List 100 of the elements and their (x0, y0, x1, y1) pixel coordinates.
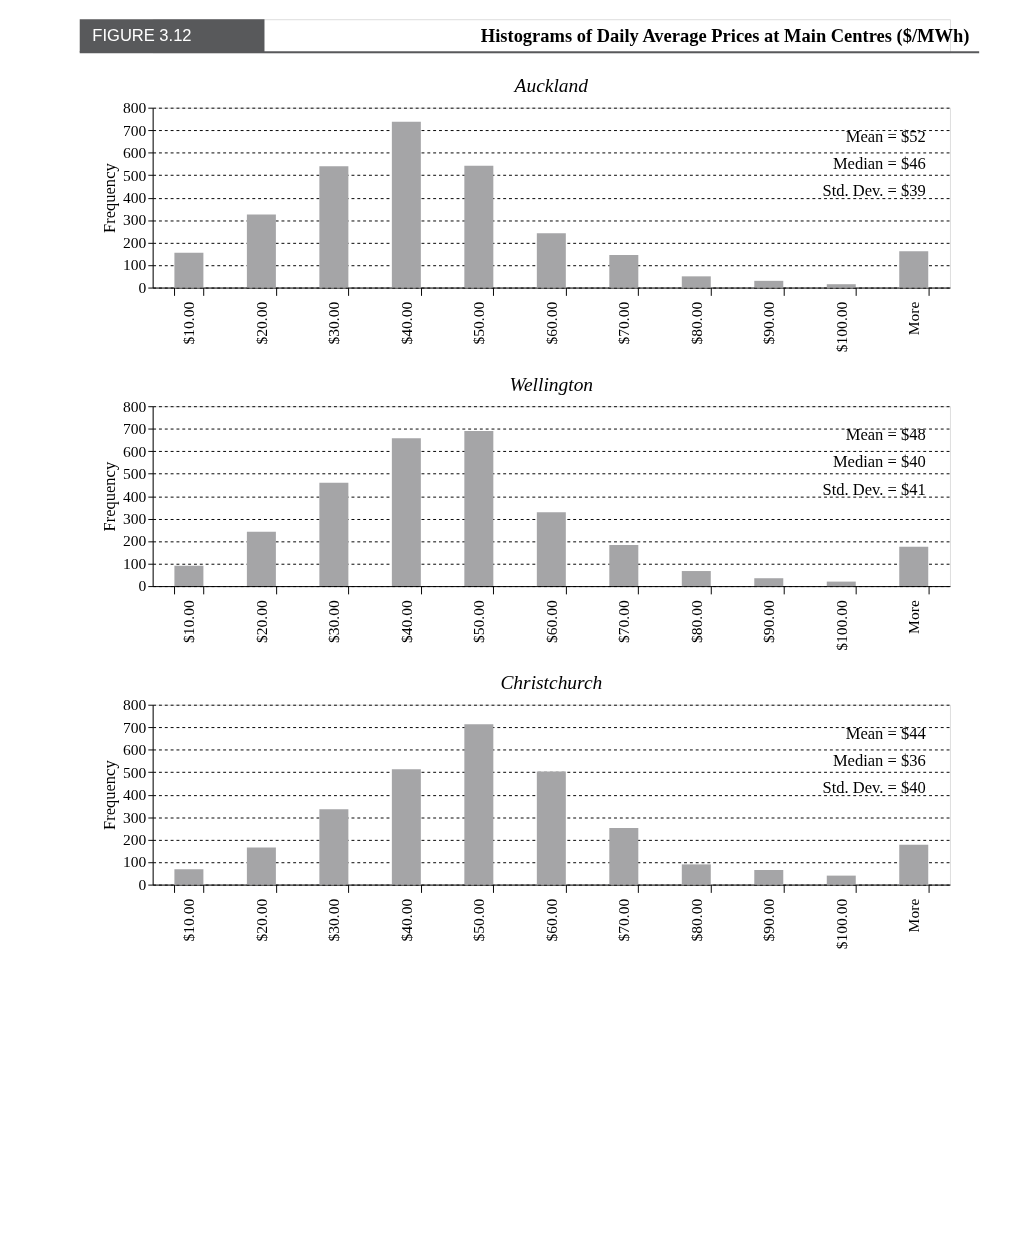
bar (754, 578, 784, 587)
x-tick-label: $30.00 (325, 301, 343, 345)
x-tick-label: $90.00 (760, 599, 778, 643)
y-tick-label: 800 (123, 99, 147, 117)
y-tick-label: 600 (123, 144, 147, 162)
bar (319, 809, 349, 885)
bar (899, 546, 929, 587)
x-tick-label: $90.00 (760, 301, 778, 345)
annotation: Mean = $48 (845, 425, 926, 445)
y-tick-label: 100 (123, 554, 147, 572)
y-tick-label: 700 (123, 718, 147, 736)
x-tick-label: $60.00 (542, 301, 560, 345)
annotation: Median = $40 (832, 452, 926, 472)
bar (681, 864, 711, 885)
annotation: Mean = $44 (845, 723, 926, 743)
chart-title: Christchurch (500, 672, 603, 694)
x-tick-label: More (905, 600, 923, 634)
x-tick-label: $70.00 (615, 301, 633, 345)
bar (536, 771, 566, 885)
bar (319, 482, 349, 587)
bar (609, 544, 639, 587)
x-tick-label: $10.00 (180, 301, 198, 345)
y-tick-label: 300 (123, 509, 147, 527)
y-tick-label: 400 (123, 786, 147, 804)
x-tick-label: $50.00 (470, 301, 488, 345)
bar (754, 280, 784, 288)
bar (681, 571, 711, 587)
bar (754, 869, 784, 885)
y-tick-label: 700 (123, 420, 147, 438)
annotation: Mean = $52 (845, 126, 926, 146)
bar (464, 430, 494, 587)
y-tick-label: 500 (123, 166, 147, 184)
y-tick-label: 200 (123, 830, 147, 848)
y-tick-label: 400 (123, 188, 147, 206)
bar (609, 254, 639, 288)
x-tick-label: $40.00 (397, 898, 415, 942)
x-tick-label: $60.00 (542, 599, 560, 643)
annotation: Std. Dev. = $41 (822, 479, 926, 499)
x-tick-label: $80.00 (687, 599, 705, 643)
bar (609, 827, 639, 885)
y-tick-label: 0 (138, 278, 147, 296)
x-tick-label: More (905, 301, 923, 336)
x-tick-label: $70.00 (615, 898, 633, 942)
y-tick-label: 800 (123, 397, 147, 415)
x-tick-label: $100.00 (832, 898, 850, 950)
annotation: Std. Dev. = $40 (822, 778, 926, 798)
x-tick-label: $90.00 (760, 898, 778, 942)
y-tick-label: 600 (123, 741, 147, 759)
text: Histograms of Daily Average Prices at Main Centres ($/MWh) (480, 25, 970, 47)
x-tick-label: $30.00 (325, 599, 343, 643)
x-tick-label: $20.00 (252, 301, 270, 345)
x-tick-label: $40.00 (397, 599, 415, 643)
y-axis-title: Frequency (100, 461, 120, 532)
x-tick-label: $20.00 (252, 599, 270, 643)
annotation: Std. Dev. = $39 (822, 181, 926, 201)
y-tick-label: 800 (123, 696, 147, 714)
bar (246, 214, 276, 288)
x-tick-label: $30.00 (325, 898, 343, 942)
bar (826, 284, 856, 288)
x-tick-label: $70.00 (615, 599, 633, 643)
x-tick-label: $10.00 (180, 599, 198, 643)
x-tick-label: More (905, 898, 923, 933)
bar (681, 276, 711, 288)
bar (174, 869, 204, 885)
annotation: Median = $36 (832, 750, 926, 770)
bar (174, 252, 204, 288)
y-axis-title: Frequency (100, 759, 120, 831)
bar (391, 769, 421, 885)
y-tick-label: 300 (123, 211, 147, 229)
y-tick-label: 400 (123, 487, 147, 505)
y-tick-label: 200 (123, 233, 147, 251)
bar (464, 165, 494, 288)
y-tick-label: 100 (123, 256, 147, 274)
y-tick-label: 0 (138, 875, 147, 893)
bar (391, 121, 421, 288)
bar (174, 565, 204, 587)
y-tick-label: 500 (123, 763, 147, 781)
bar (826, 875, 856, 885)
y-tick-label: 0 (138, 577, 147, 595)
x-tick-label: $60.00 (542, 898, 560, 942)
x-tick-label: $100.00 (832, 599, 850, 651)
y-tick-label: 700 (123, 121, 147, 139)
x-tick-label: $100.00 (832, 301, 850, 353)
bar (319, 166, 349, 288)
bar (536, 512, 566, 587)
bar (246, 531, 276, 587)
x-tick-label: $50.00 (470, 599, 488, 643)
x-tick-label: $10.00 (180, 898, 198, 942)
x-tick-label: $50.00 (470, 898, 488, 942)
x-tick-label: $20.00 (252, 898, 270, 942)
bar (899, 251, 929, 288)
x-tick-label: $40.00 (397, 301, 415, 345)
bar (464, 724, 494, 885)
annotation: Median = $46 (832, 153, 926, 173)
y-tick-label: 300 (123, 808, 147, 826)
caption: FIGURE 3.12 (92, 25, 192, 45)
y-tick-label: 600 (123, 442, 147, 460)
bar (391, 438, 421, 587)
y-tick-label: 200 (123, 532, 147, 550)
bar (899, 844, 929, 885)
